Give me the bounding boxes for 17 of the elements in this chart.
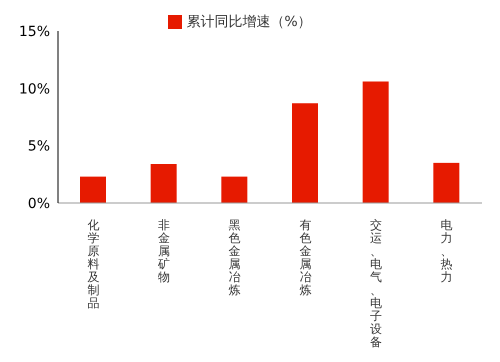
y-tick-label: 5%	[28, 138, 50, 155]
bar	[150, 164, 177, 203]
bar	[433, 162, 460, 203]
y-tick-label: 0%	[28, 196, 50, 212]
x-tick-label: 电力、热力	[440, 218, 453, 284]
bar	[362, 81, 389, 203]
bar	[292, 103, 318, 203]
x-tick-label: 化学原料及制品	[87, 218, 100, 310]
x-tick-label: 黑色金属冶炼	[228, 218, 241, 297]
category-label: 交运、电气、电子设备	[370, 218, 382, 349]
x-tick-label: 非金属矿物	[157, 218, 170, 284]
y-tick-label: 15%	[18, 24, 50, 40]
x-tick-label: 有色金属冶炼	[299, 218, 312, 297]
bar	[221, 176, 248, 203]
bar	[80, 176, 106, 203]
y-tick-label: 10%	[18, 81, 50, 98]
legend-label: 累计同比增速（%）	[186, 14, 312, 30]
